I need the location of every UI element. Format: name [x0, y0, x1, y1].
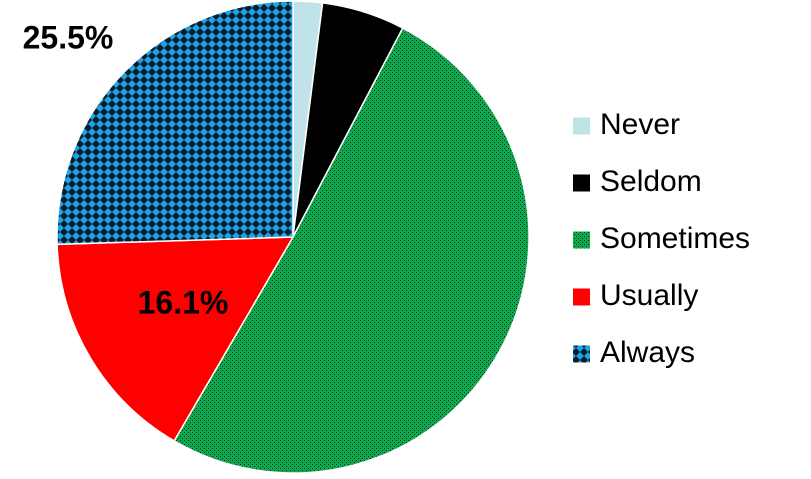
data-label-always: 25.5% — [23, 19, 114, 55]
legend-swatch-usually — [573, 288, 590, 306]
pie-slice-usually — [56, 236, 295, 442]
legend-label-never: Never — [600, 108, 680, 141]
legend-item-seldom: Seldom — [573, 165, 702, 198]
pie-slice-always — [56, 0, 294, 246]
legend-swatch-never — [573, 117, 590, 135]
legend-swatch-sometimes — [573, 231, 590, 249]
legend-label-always: Always — [600, 336, 695, 369]
data-labels: 25.5% 16.1% — [23, 19, 229, 320]
legend: Never Seldom Sometimes Usually Always — [573, 108, 750, 369]
legend-label-usually: Usually — [600, 279, 698, 312]
pie-slices — [56, 0, 530, 474]
legend-item-usually: Usually — [573, 279, 698, 312]
legend-label-seldom: Seldom — [600, 165, 702, 198]
legend-swatch-seldom — [573, 174, 590, 192]
data-label-usually: 16.1% — [138, 284, 229, 320]
legend-label-sometimes: Sometimes — [600, 222, 750, 255]
legend-item-never: Never — [573, 108, 680, 141]
legend-swatch-always — [573, 345, 590, 363]
legend-item-always: Always — [573, 336, 695, 369]
legend-item-sometimes: Sometimes — [573, 222, 750, 255]
pie-slice-sometimes — [173, 27, 530, 474]
